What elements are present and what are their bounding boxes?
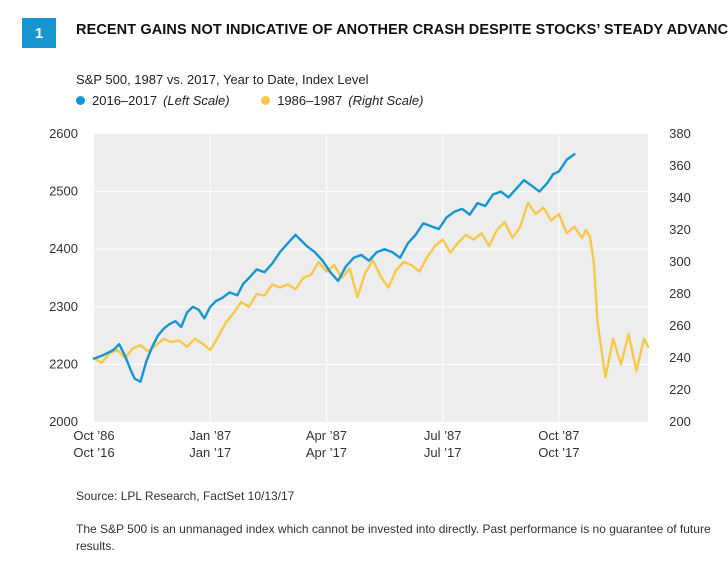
legend-label: 2016–2017 [92, 93, 158, 108]
x-tick-label-top: Oct ’87 [538, 428, 579, 443]
legend-label: 1986–1987 [277, 93, 343, 108]
x-tick-label-top: Jul ’87 [424, 428, 462, 443]
series-line-2016-2017 [92, 153, 576, 383]
source-note: Source: LPL Research, FactSet 10/13/17 [76, 489, 295, 503]
y-left-tick-label: 2500 [49, 184, 78, 199]
y-right-tick-label: 220 [669, 382, 691, 397]
x-tick-label-bottom: Oct ’16 [73, 445, 114, 460]
figure-number-badge: 1 [22, 18, 56, 48]
disclaimer-note: The S&P 500 is an unmanaged index which … [76, 522, 711, 553]
legend-scale: (Right Scale) [348, 93, 424, 108]
legend-marker-gold-icon [261, 96, 271, 105]
x-tick-label-top: Jan ’87 [189, 428, 231, 443]
legend-scale: (Left Scale) [163, 93, 230, 108]
y-right-tick-label: 300 [669, 254, 691, 269]
y-right-tick-label: 340 [669, 190, 691, 205]
line-chart: 2600 2500 2400 2300 2200 2000 380 360 340 320 300 2… [49, 126, 691, 460]
y-left-tick-label: 2600 [49, 126, 78, 141]
legend-item-2016-2017: 2016–2017 (Left Scale) [76, 93, 230, 108]
legend-item-1986-1987: 1986–1987 (Right Scale) [261, 93, 423, 108]
y-right-tick-label: 380 [669, 126, 691, 141]
y-left-tick-label: 2000 [49, 414, 78, 429]
y-right-tick-label: 320 [669, 222, 691, 237]
x-tick-label-bottom: Jul ’17 [424, 445, 462, 460]
plot-background [94, 134, 648, 422]
figure-title: RECENT GAINS NOT INDICATIVE OF ANOTHER C… [76, 22, 728, 38]
y-left-tick-label: 2200 [49, 356, 78, 371]
series-line-1986-1987 [92, 201, 650, 379]
y-right-tick-label: 360 [669, 158, 691, 173]
y-left-tick-label: 2300 [49, 299, 78, 314]
x-tick-label-bottom: Jan ’17 [189, 445, 231, 460]
legend-marker-blue-icon [76, 96, 85, 105]
chart-subtitle: S&P 500, 1987 vs. 2017, Year to Date, In… [76, 72, 369, 87]
y-right-tick-label: 280 [669, 286, 691, 301]
y-right-tick-label: 240 [669, 350, 691, 365]
y-right-tick-label: 200 [669, 414, 691, 429]
x-tick-label-top: Oct ’86 [73, 428, 114, 443]
x-tick-label-bottom: Apr ’17 [306, 445, 347, 460]
chart-legend: 2016–2017 (Left Scale) 1986–1987 (Right … [76, 93, 451, 108]
y-left-tick-label: 2400 [49, 241, 78, 256]
x-tick-label-bottom: Oct ’17 [538, 445, 579, 460]
x-tick-label-top: Apr ’87 [306, 428, 347, 443]
y-right-tick-label: 260 [669, 318, 691, 333]
